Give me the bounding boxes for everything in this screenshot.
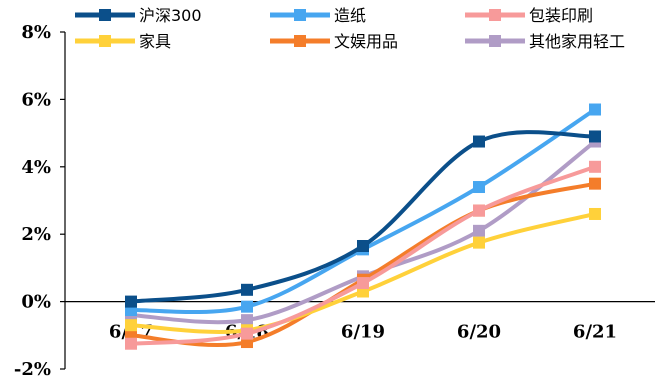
data-point-marker	[125, 337, 137, 350]
data-point-marker	[125, 319, 137, 332]
legend-label: 其他家用轻工	[529, 32, 625, 51]
y-tick-label: -2%	[14, 359, 51, 380]
legend-item-4: 家具	[75, 32, 171, 51]
legend-swatch-marker	[489, 9, 501, 21]
legend-item-3: 包装印刷	[465, 6, 593, 25]
data-point-marker	[241, 283, 253, 296]
data-point-marker	[473, 236, 485, 249]
data-point-marker	[241, 314, 253, 327]
x-tick-label: 6/20	[457, 322, 501, 343]
x-tick-label: 6/19	[341, 322, 385, 343]
y-tick-label: 6%	[21, 89, 51, 110]
legend-swatch-marker	[99, 35, 111, 47]
data-point-marker	[357, 277, 369, 290]
y-tick-label: 8%	[21, 22, 51, 43]
series-layer	[125, 103, 601, 350]
data-point-marker	[473, 204, 485, 217]
legend-label: 沪深300	[139, 6, 202, 25]
data-point-marker	[241, 327, 253, 340]
y-tick-label: 2%	[21, 224, 51, 245]
series-4	[125, 207, 601, 337]
data-point-marker	[473, 135, 485, 148]
legend-item-2: 造纸	[270, 6, 366, 25]
legend-label: 造纸	[334, 6, 366, 25]
legend-item-6: 其他家用轻工	[465, 32, 625, 51]
data-point-marker	[473, 224, 485, 237]
data-point-marker	[589, 177, 601, 190]
legend-swatch-marker	[489, 35, 501, 47]
legend-label: 包装印刷	[529, 6, 593, 25]
legend-swatch-marker	[294, 35, 306, 47]
data-point-marker	[589, 130, 601, 143]
data-point-marker	[241, 300, 253, 313]
legend-label: 家具	[139, 32, 171, 51]
data-point-marker	[589, 160, 601, 173]
y-tick-label: 4%	[21, 157, 51, 178]
data-point-marker	[473, 181, 485, 194]
series-1	[125, 130, 601, 308]
series-3	[125, 160, 601, 350]
axes: -2%0%2%4%6%8%6/176/186/196/206/21	[14, 22, 655, 380]
legend-swatch-marker	[99, 9, 111, 21]
data-point-marker	[589, 207, 601, 220]
data-point-marker	[125, 295, 137, 308]
data-point-marker	[589, 103, 601, 116]
y-tick-label: 0%	[21, 292, 51, 313]
legend-label: 文娱用品	[334, 32, 398, 51]
legend-item-5: 文娱用品	[270, 32, 398, 51]
legend-swatch-marker	[294, 9, 306, 21]
x-tick-label: 6/21	[573, 322, 617, 343]
data-point-marker	[357, 239, 369, 252]
legend-item-1: 沪深300	[75, 6, 202, 25]
